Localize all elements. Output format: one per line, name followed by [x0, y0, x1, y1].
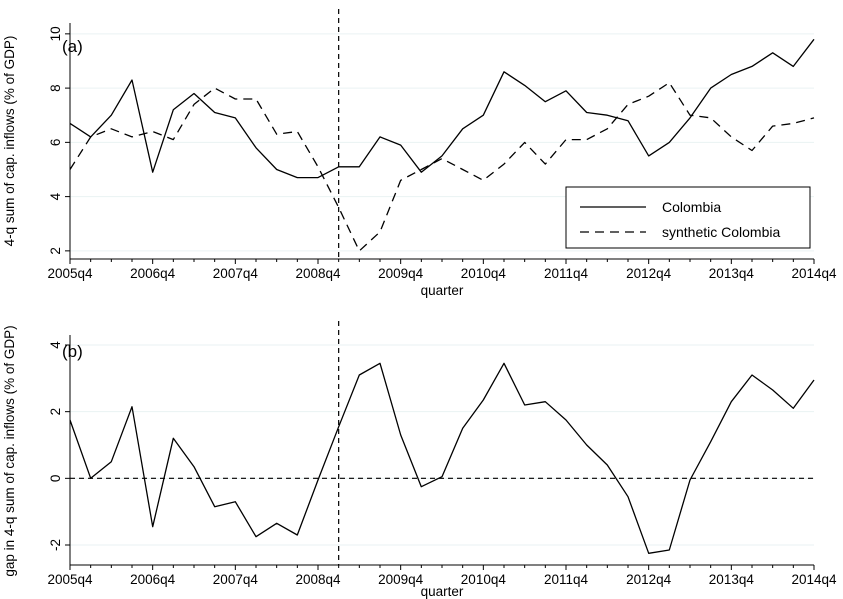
y-tick-label: 0 [48, 475, 63, 483]
x-tick-label: 2012q4 [626, 266, 672, 281]
panel-b: 2005q4 2006q4 2007q4 2008q4 2009q4 2010q4 2011… [2, 321, 837, 599]
y-tick-label: 6 [48, 139, 63, 147]
x-tick-label: 2012q4 [626, 572, 672, 587]
x-tick-label: 2011q4 [544, 572, 589, 587]
x-tick-label: 2013q4 [709, 572, 755, 587]
series-line-synthetic-colombia [69, 82, 815, 252]
x-tick-label: 2006q4 [130, 266, 176, 281]
series-line-gap [69, 362, 815, 554]
panel-b-y-tick-labels: -2 0 2 4 [48, 341, 63, 551]
y-tick-label: 2 [48, 408, 63, 416]
x-tick-label: 2011q4 [544, 266, 589, 281]
legend: Colombia synthetic Colombia [565, 186, 811, 249]
panel-a-y-tick-labels: 2 4 6 8 10 [48, 26, 63, 254]
x-tick-label: 2010q4 [461, 572, 507, 587]
x-tick-label: 2007q4 [213, 266, 259, 281]
x-tick-label: 2005q4 [47, 266, 93, 281]
legend-label-colombia: Colombia [662, 199, 721, 215]
x-tick-label: 2008q4 [295, 266, 341, 281]
panel-b-reference-lines [70, 321, 814, 565]
y-tick-label: 8 [48, 84, 63, 92]
x-tick-label: 2007q4 [213, 572, 259, 587]
panel-a-ticks [65, 33, 815, 264]
legend-box [565, 186, 811, 249]
panel-b-series [69, 362, 815, 554]
x-tick-label: 2014q4 [791, 572, 837, 587]
panel-a: 2005q4 2006q4 2007q4 2008q4 2009q4 2010q4 2011… [2, 9, 837, 298]
x-tick-label: 2013q4 [709, 266, 755, 281]
y-tick-label: 2 [48, 247, 63, 255]
panel-a-x-axis-title: quarter [421, 283, 464, 298]
panel-b-x-axis-title: quarter [421, 584, 464, 599]
y-tick-label: -2 [48, 539, 63, 551]
panel-a-x-tick-labels: 2005q4 2006q4 2007q4 2008q4 2009q4 2010q4 2011… [47, 266, 837, 281]
panel-b-plot-area [70, 335, 814, 565]
panel-b-y-axis-title: gap in 4-q sum of cap. inflows (% of GDP… [2, 325, 17, 576]
panel-b-x-tick-labels: 2005q4 2006q4 2007q4 2008q4 2009q4 2010q4 2011… [47, 572, 837, 587]
y-tick-label: 4 [48, 192, 63, 200]
x-tick-label: 2010q4 [461, 266, 507, 281]
y-tick-label: 10 [48, 26, 63, 41]
legend-label-synthetic-colombia: synthetic Colombia [662, 224, 780, 240]
x-tick-label: 2006q4 [130, 572, 176, 587]
x-tick-label: 2005q4 [47, 572, 93, 587]
panel-a-y-axis-title: 4-q sum of cap. inflows (% of GDP) [2, 36, 17, 247]
panel-b-label: (b) [62, 342, 83, 361]
x-tick-label: 2014q4 [791, 266, 837, 281]
x-tick-label: 2008q4 [295, 572, 341, 587]
x-tick-label: 2009q4 [378, 266, 424, 281]
y-tick-label: 4 [48, 341, 63, 349]
panel-a-gridlines [70, 33, 814, 252]
panel-a-series [69, 38, 815, 252]
series-line-colombia [69, 38, 815, 179]
x-tick-label: 2009q4 [378, 572, 424, 587]
panel-a-label: (a) [62, 37, 83, 56]
